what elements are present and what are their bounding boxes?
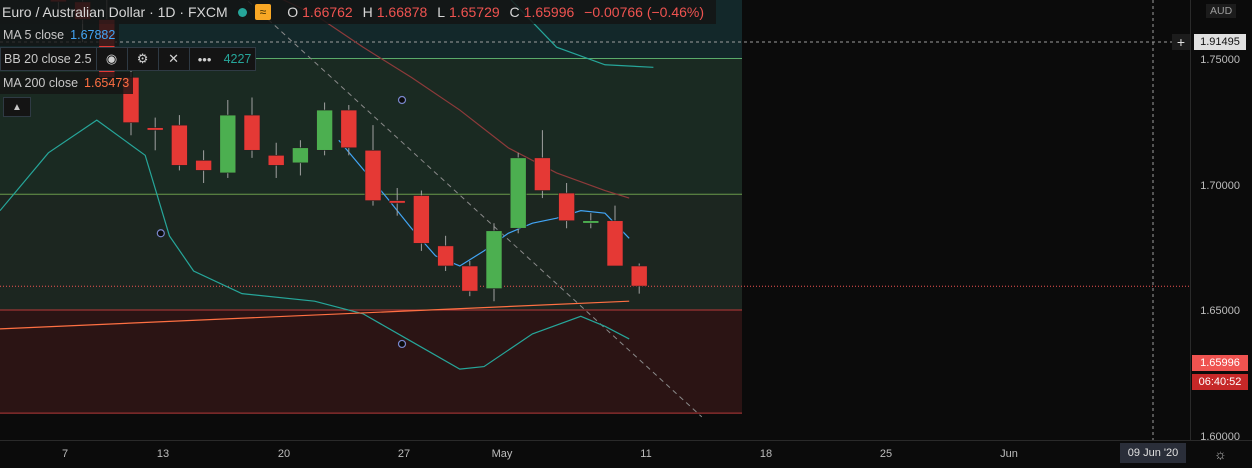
price-tick-label: 1.65000 [1200,305,1240,318]
crosshair-date-tag: 09 Jun '20 [1120,443,1186,463]
price-tick-label: 1.60000 [1200,431,1240,443]
candle-body [606,220,624,267]
ohlc-readout: O 1.66762 H 1.66878 L 1.65729 C 1.65996 −0.0… [287,4,705,20]
ma200-legend[interactable]: MA 200 close 1.65473 [0,72,134,94]
market-status-icon [237,7,247,17]
current-price-tag: 1.65996 [1192,355,1248,371]
candle-body [582,220,600,224]
currency-label: AUD [1206,4,1237,18]
symbol-title[interactable]: Euro / Australian Dollar · 1D · FXCM [2,4,228,20]
candle-body [243,114,261,151]
trend-line [246,0,703,418]
candle-body [146,127,164,131]
candle-body [267,155,285,166]
time-tick-label: 18 [759,448,773,460]
time-tick-label: 27 [397,448,411,460]
candle-body [534,157,551,191]
close-icon[interactable]: ✕ [157,48,189,70]
candle-body [219,114,237,174]
candle-body [509,157,527,229]
time-tick-label: 11 [640,448,652,460]
candle-body [630,265,648,287]
ma200-line [0,300,630,330]
candle-body [340,109,358,149]
trend-node [397,95,407,105]
time-tick-label: 7 [61,448,69,460]
candle-body [388,200,406,204]
candle-body [558,192,575,222]
candle-body [364,149,382,201]
candle-body [316,109,333,151]
time-tick-label: 13 [156,448,170,460]
more-icon[interactable]: ••• [188,48,220,70]
candle-body [195,160,212,171]
crosshair-price-tag: 1.91495 [1194,34,1246,50]
bb-lower-band [0,119,630,370]
bb-upper-band [510,0,654,68]
change-readout: −0.00766 (−0.46%) [584,4,705,20]
candle-body [171,124,188,166]
compare-badge-icon[interactable]: ≈ [254,4,272,20]
bb-legend[interactable]: BB 20 close 2.5 ◉ ⚙ ✕ ••• 4227 [0,47,257,71]
ma5-legend[interactable]: MA 5 close 1.67882 [0,24,120,46]
candle-body [461,265,479,292]
candle-body [437,245,454,267]
time-tick-label: Jun [1000,448,1018,460]
price-tick-label: 1.75000 [1200,53,1240,66]
price-tick-label: 1.70000 [1200,179,1240,192]
time-tick-label: 25 [879,448,893,460]
eye-icon[interactable]: ◉ [95,48,127,70]
trend-node [397,339,407,349]
candle-body [292,147,309,164]
time-tick-label: 20 [277,448,291,460]
collapse-legend-button[interactable]: ▲ [3,97,31,117]
trend-node [156,229,165,238]
time-tick-label: May [491,448,513,460]
chart-header: Euro / Australian Dollar · 1D · FXCM ≈ O… [0,0,717,24]
plus-icon[interactable]: + [1172,34,1190,50]
gear-icon[interactable]: ⚙ [126,48,158,70]
countdown-tag: 06:40:52 [1192,374,1248,390]
time-axis[interactable] [0,440,1252,468]
candle-body [485,230,503,289]
fib-zone [0,194,742,310]
candle-body [413,195,430,244]
settings-gear-icon[interactable]: ☼ [1214,446,1227,462]
fib-zone [0,309,742,414]
